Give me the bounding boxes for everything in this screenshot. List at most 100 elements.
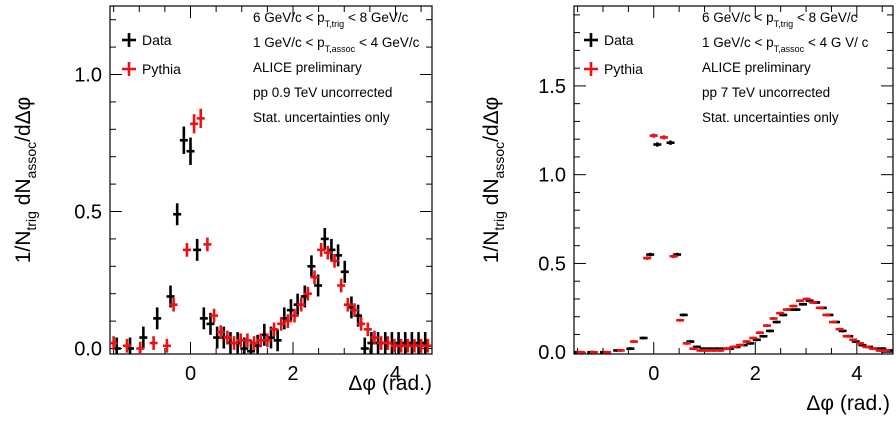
y-tick-label: 0.0 bbox=[538, 342, 566, 364]
data-point bbox=[243, 333, 252, 348]
data-point bbox=[136, 341, 145, 354]
data-point bbox=[193, 238, 202, 261]
legend-label: Data bbox=[142, 32, 172, 48]
data-point bbox=[849, 338, 858, 342]
data-point bbox=[360, 337, 369, 354]
data-point bbox=[263, 333, 272, 348]
series-pythia bbox=[576, 133, 891, 354]
chart-panel-2: 0 2 4 0.0 0.5 1.0 1.5 Δφ (rad.) 1/Ntrig dNassoc/… bbox=[480, 5, 894, 415]
data-point bbox=[277, 317, 286, 331]
info-text-part: Stat. uncertainties only bbox=[702, 110, 839, 125]
data-point bbox=[210, 308, 219, 323]
x-tick-label: 4 bbox=[851, 363, 862, 385]
info-line: Stat. uncertainties only bbox=[253, 110, 390, 125]
data-point bbox=[350, 303, 359, 318]
data-point bbox=[230, 336, 239, 350]
data-point bbox=[749, 336, 758, 340]
info-text-part: Stat. uncertainties only bbox=[253, 110, 390, 125]
info-text-part: 6 GeV/c < p bbox=[702, 10, 774, 25]
x-axis-title: Δφ (rad.) bbox=[348, 372, 432, 395]
data-point bbox=[646, 252, 655, 257]
data-point bbox=[729, 345, 738, 349]
data-point bbox=[776, 311, 785, 315]
x-tick-label: 2 bbox=[750, 363, 761, 385]
y-axis-title-part: /dΔφ bbox=[12, 97, 35, 142]
data-point bbox=[799, 302, 808, 306]
data-point bbox=[343, 297, 352, 312]
data-point bbox=[835, 327, 844, 331]
data-point bbox=[576, 350, 585, 354]
data-point bbox=[323, 245, 332, 260]
legend-label: Pythia bbox=[142, 61, 181, 77]
info-text-part: 1 GeV/c < p bbox=[702, 35, 774, 50]
data-point bbox=[270, 322, 279, 337]
y-axis-title-part: 1/N bbox=[12, 231, 35, 264]
data-point bbox=[216, 325, 225, 339]
data-point bbox=[357, 317, 366, 331]
data-point bbox=[317, 243, 326, 257]
series-data bbox=[112, 126, 430, 354]
data-point bbox=[789, 304, 798, 308]
data-point bbox=[795, 299, 804, 303]
data-point bbox=[330, 253, 339, 268]
data-point bbox=[199, 307, 208, 330]
plot-frame bbox=[573, 5, 894, 355]
info-text-part: < 4 G V/ c bbox=[804, 35, 868, 50]
y-axis-title-subscript: trig bbox=[491, 211, 507, 230]
y-tick-label: 1.0 bbox=[538, 165, 566, 187]
data-point bbox=[283, 314, 292, 328]
data-layer bbox=[574, 133, 893, 354]
y-axis-title-subscript: assoc bbox=[23, 142, 39, 179]
data-point bbox=[809, 301, 818, 304]
data-point bbox=[629, 340, 638, 343]
data-point bbox=[169, 297, 178, 312]
x-tick-label: 0 bbox=[648, 363, 659, 385]
data-point bbox=[337, 278, 346, 293]
data-point bbox=[250, 336, 259, 350]
data-point bbox=[639, 336, 648, 340]
data-point bbox=[769, 317, 778, 320]
series-data bbox=[574, 140, 893, 354]
plot-frame bbox=[109, 5, 433, 355]
info-text-part: < 8 GeV/c bbox=[793, 10, 857, 25]
data-point bbox=[196, 108, 205, 128]
data-point bbox=[689, 347, 698, 351]
data-point bbox=[223, 330, 232, 345]
data-point bbox=[307, 255, 316, 278]
data-point bbox=[679, 313, 688, 317]
data-point bbox=[122, 338, 131, 353]
info-line: 1 GeV/c < pT,assoc < 4 GeV/c bbox=[253, 35, 420, 54]
data-point bbox=[190, 114, 199, 134]
data-point bbox=[290, 308, 299, 323]
legend-label: Data bbox=[604, 32, 634, 48]
data-point bbox=[772, 320, 781, 324]
data-point bbox=[173, 203, 182, 226]
y-tick-label: 1.5 bbox=[538, 76, 566, 98]
x-tick-label: 2 bbox=[287, 363, 298, 385]
data-point bbox=[766, 329, 775, 333]
data-point bbox=[828, 320, 837, 324]
data-point bbox=[742, 340, 751, 343]
y-axis-title-subscript: trig bbox=[23, 211, 39, 230]
info-block: 6 GeV/c < pT,trig < 8 GeV/c 1 GeV/c < pT,… bbox=[253, 10, 420, 125]
legend-label: Pythia bbox=[604, 61, 643, 77]
y-tick-label: 0.0 bbox=[74, 339, 102, 361]
data-point bbox=[669, 254, 678, 259]
info-text-part: < 4 GeV/c bbox=[355, 35, 419, 50]
y-tick-label: 0.5 bbox=[538, 253, 566, 275]
info-text-part: ALICE preliminary bbox=[253, 60, 362, 75]
data-point bbox=[682, 341, 691, 345]
data-point bbox=[423, 338, 432, 353]
data-point bbox=[182, 243, 191, 257]
x-axis-title: Δφ (rad.) bbox=[806, 392, 890, 415]
legend: Data Pythia bbox=[122, 32, 181, 77]
data-point bbox=[603, 350, 612, 354]
data-point bbox=[666, 140, 675, 145]
data-point bbox=[110, 336, 118, 350]
info-subscript: T,assoc bbox=[325, 44, 356, 54]
info-subscript: T,assoc bbox=[774, 44, 805, 54]
info-text-part: pp 7 TeV uncorrected bbox=[702, 85, 830, 100]
y-axis-title-part: dN bbox=[480, 178, 503, 211]
data-point bbox=[653, 142, 662, 147]
